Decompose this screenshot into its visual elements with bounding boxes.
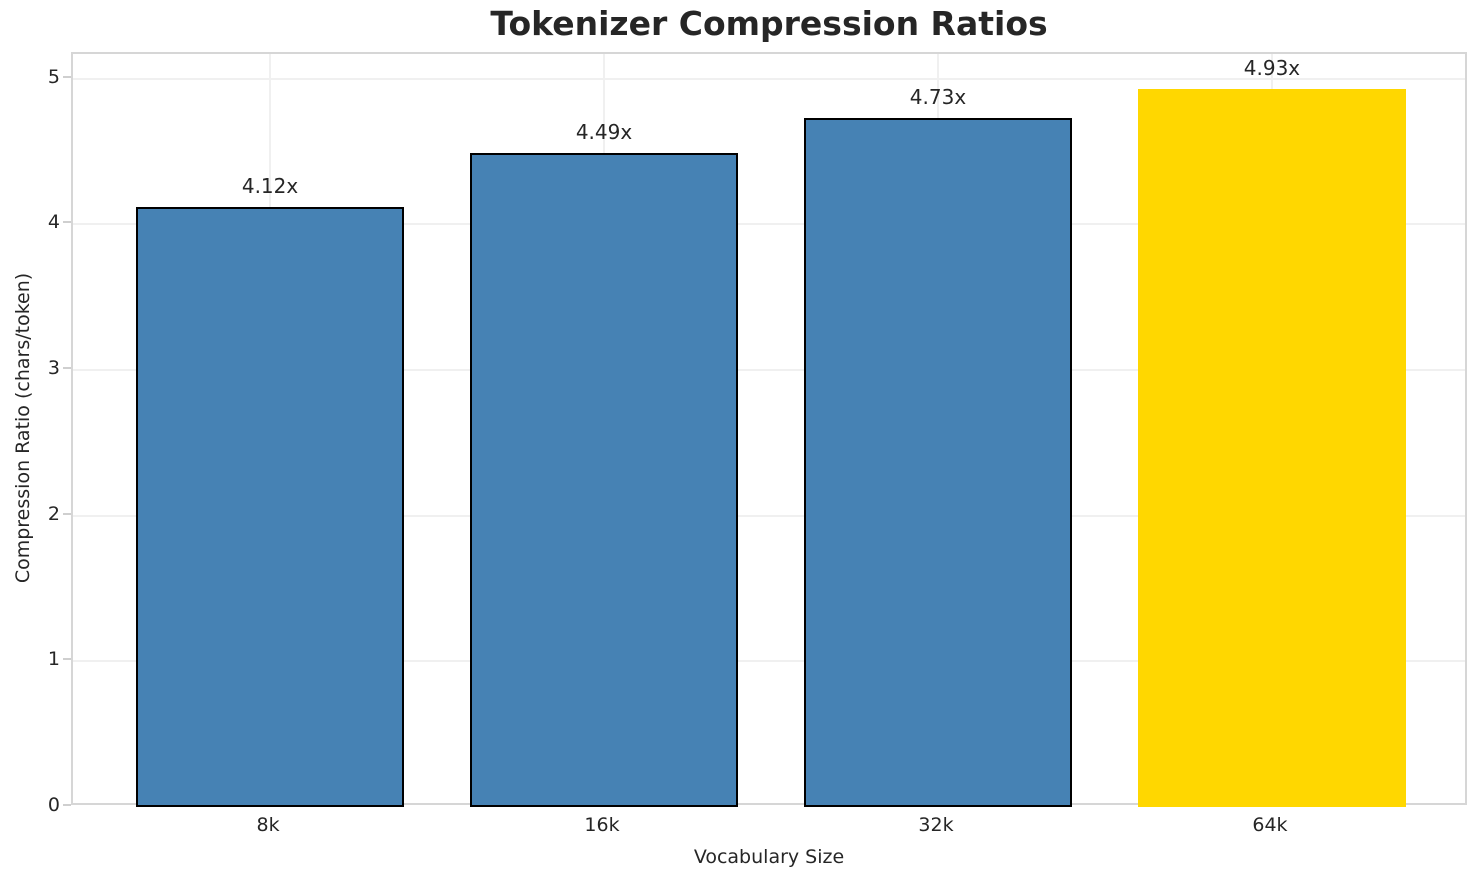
bar-value-label: 4.49x [575, 120, 633, 145]
x-tick-label-32k: 32k [918, 814, 954, 836]
h-gridline [73, 660, 1465, 663]
y-tick-mark [63, 367, 71, 370]
h-gridline [73, 369, 1465, 372]
y-tick-mark [63, 221, 71, 224]
y-tick-mark [63, 75, 71, 78]
h-gridline [73, 223, 1465, 226]
bar-value-label: 4.73x [909, 85, 967, 110]
x-tick-label-64k: 64k [1252, 814, 1288, 836]
y-tick-mark [63, 512, 71, 515]
y-tick-label: 0 [47, 794, 60, 816]
y-tick-label: 3 [47, 357, 60, 380]
plot-area: 4.12x 4.49x 4.73x 4.93x [71, 52, 1467, 807]
y-axis-label: Compression Ratio (chars/token) [12, 272, 34, 584]
y-tick-label: 1 [47, 648, 60, 671]
y-tick-mark [63, 804, 71, 806]
bar-value-label: 4.12x [241, 173, 299, 198]
h-gridline [73, 77, 1465, 80]
x-axis-label: Vocabulary Size [693, 846, 845, 868]
chart-title: Tokenizer Compression Ratios [490, 4, 1048, 43]
bar-value-label: 4.93x [1243, 55, 1301, 80]
y-tick-label: 5 [47, 65, 60, 88]
h-gridline [73, 514, 1465, 517]
x-tick-label-16k: 16k [584, 814, 620, 836]
y-tick-label: 4 [47, 211, 60, 234]
bar-64k [1138, 88, 1406, 807]
bar-32k [804, 118, 1072, 807]
bar-16k [470, 153, 738, 807]
y-tick-label: 2 [47, 502, 60, 525]
bar-8k [136, 206, 404, 807]
y-tick-mark [63, 658, 71, 661]
x-tick-label-8k: 8k [256, 814, 280, 836]
